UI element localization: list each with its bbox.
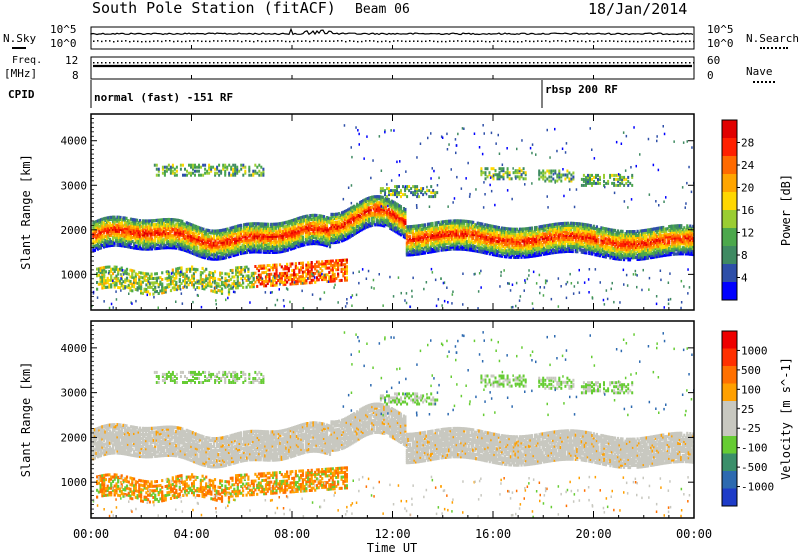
velocity-cbar-tick-6: -500 [741, 461, 768, 474]
nsky-label: N.Sky [3, 32, 37, 45]
power-cbar-color-3 [722, 174, 737, 193]
freq-right-tick-bottom: 0 [707, 69, 714, 82]
freq-left-tick-bottom: 8 [72, 69, 79, 82]
power-cbar-color-0 [722, 120, 737, 139]
velocity-cbar-label: Velocity [m s^-1] [779, 357, 793, 480]
power-axes: 1000 2000 3000 4000 Slant Range [km] [19, 113, 694, 311]
velocity-cbar-color-6 [722, 436, 737, 454]
noise-left-tick-bottom: 10^0 [50, 37, 77, 50]
velocity-cbar-tick-7: -1000 [741, 481, 774, 494]
x-axis-label: Time UT [367, 541, 418, 554]
power-cbar-color-5 [722, 210, 737, 229]
nsky-legend-line [12, 47, 26, 49]
velocity-cbar-tick-0: 1000 [741, 344, 768, 357]
nsearch-legend-dots [760, 47, 788, 49]
velocity-cbar-frame [721, 330, 738, 507]
power-cbar-color-6 [722, 228, 737, 247]
power-ytick-label-3: 4000 [61, 135, 88, 148]
velocity-cbar-color-4 [722, 401, 737, 419]
velocity-cbar-color-5 [722, 418, 737, 437]
noise-series [90, 27, 695, 43]
power-cbar-tick-2: 20 [741, 182, 754, 195]
station-title: South Pole Station (fitACF) [92, 0, 336, 17]
power-colorbar: 28 24 20 16 12 8 4 Power [dB] [721, 119, 793, 301]
power-ytick-label-1: 2000 [61, 224, 88, 237]
x-tick-label-1: 04:00 [173, 527, 209, 541]
cpid-segment-rbsp: rbsp 200 RF [545, 83, 618, 96]
beam-label: Beam 06 [355, 2, 410, 17]
nsearch-trace [93, 40, 695, 43]
power-cbar-tick-1: 24 [741, 159, 755, 172]
power-cbar-tick-4: 12 [741, 227, 754, 240]
date-label: 18/Jan/2014 [588, 0, 688, 18]
velocity-cbar-color-7 [722, 453, 737, 472]
velocity-cbar-tick-1: 500 [741, 364, 761, 377]
power-ytick-label-0: 1000 [61, 268, 88, 281]
velocity-cbar-color-1 [722, 348, 737, 367]
velocity-cbar-tick-4: -25 [741, 422, 761, 435]
noise-left-tick-top: 10^5 [50, 23, 77, 36]
power-cbar-color-1 [722, 138, 737, 157]
velocity-cbar-tick-5: -100 [741, 442, 768, 455]
nave-trace [93, 62, 695, 64]
velocity-colorbar: 1000 500 100 25 -25 -100 -500 -1000 Velocity [m … [721, 330, 793, 507]
freq-right-tick-top: 60 [707, 54, 721, 67]
power-cbar-label: Power [dB] [779, 174, 793, 246]
freq-series [93, 62, 695, 68]
velocity-cbar-tick-3: 25 [741, 403, 754, 416]
freq-label: Freq. [12, 55, 43, 66]
power-cbar-tick-0: 28 [741, 137, 754, 150]
nave-legend-dots [753, 81, 775, 83]
power-cbar-color-9 [722, 282, 737, 301]
nave-label: Nave [746, 65, 773, 78]
power-cbar-tick-5: 8 [741, 249, 748, 262]
freq-unit-label: [MHz] [4, 67, 38, 80]
velocity-cbar-tick-2: 100 [741, 383, 761, 396]
nsky-trace [90, 27, 694, 36]
velocity-cbar-color-0 [722, 331, 737, 349]
velocity-cbar-color-3 [722, 383, 737, 402]
velocity-cells [91, 331, 694, 518]
time-axis: 00:00 04:00 08:00 12:00 16:00 20:00 00:00 [73, 45, 712, 541]
x-tick-label-0: 00:00 [73, 527, 109, 541]
velocity-cbar-color-8 [722, 471, 737, 489]
power-cbar-tick-3: 16 [741, 204, 754, 217]
power-ylabel: Slant Range [km] [19, 154, 33, 270]
velocity-ytick-label-1: 2000 [61, 431, 88, 444]
velocity-axes: 1000 2000 3000 4000 Slant Range [km] [19, 320, 694, 519]
cpid-label: CPID [8, 88, 35, 101]
power-cbar-color-7 [722, 246, 737, 265]
power-cbar-color-4 [722, 192, 737, 211]
velocity-ytick-label-2: 3000 [61, 387, 88, 400]
x-tick-label-4: 16:00 [475, 527, 511, 541]
x-tick-label-6: 00:00 [676, 527, 712, 541]
power-ytick-label-2: 3000 [61, 179, 88, 192]
x-tick-label-5: 20:00 [575, 527, 611, 541]
power-heatmap [91, 124, 694, 310]
velocity-heatmap [91, 331, 694, 518]
x-tick-label-2: 08:00 [274, 527, 310, 541]
x-tick-label-3: 12:00 [374, 527, 410, 541]
velocity-ytick-label-3: 4000 [61, 342, 88, 355]
power-cells [91, 124, 694, 310]
power-cbar-color-8 [722, 264, 737, 283]
nsearch-label: N.Search [746, 32, 799, 45]
power-cbar-tick-6: 4 [741, 272, 748, 285]
velocity-ytick-label-0: 1000 [61, 476, 88, 489]
velocity-ylabel: Slant Range [km] [19, 362, 33, 478]
cpid-segment-normal: normal (fast) -151 RF [94, 91, 234, 104]
velocity-cbar-color-9 [722, 488, 737, 507]
noise-right-tick-bottom: 10^0 [707, 37, 734, 50]
power-cbar-color-2 [722, 156, 737, 175]
velocity-cbar-color-2 [722, 366, 737, 384]
noise-right-tick-top: 10^5 [707, 23, 734, 36]
freq-left-tick-top: 12 [65, 54, 79, 67]
